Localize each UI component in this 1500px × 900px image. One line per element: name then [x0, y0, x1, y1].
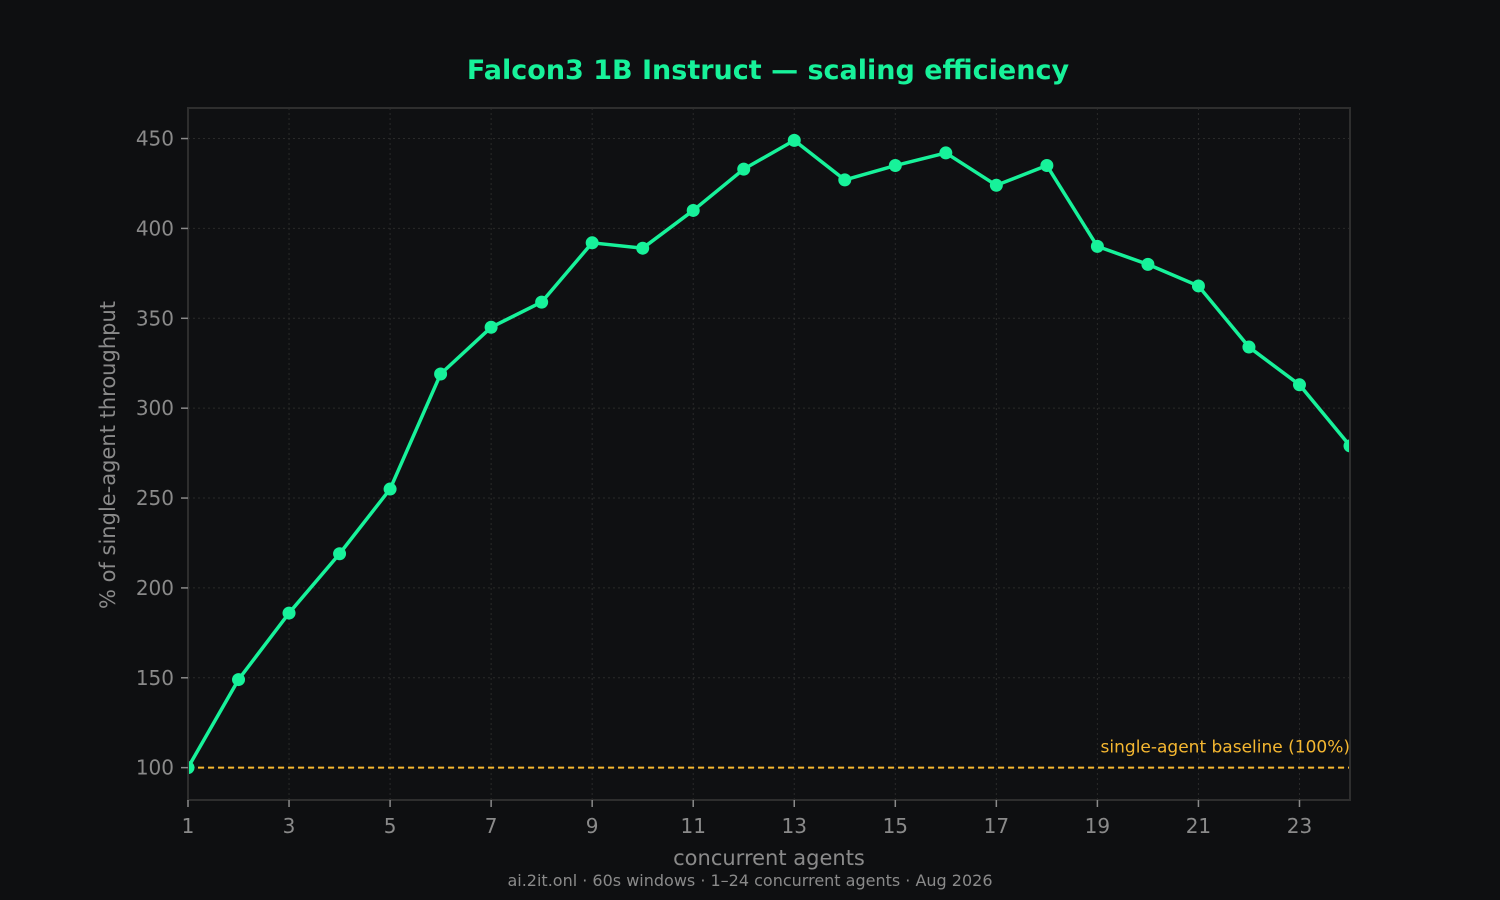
chart-title: Falcon3 1B Instruct — scaling efficiency	[467, 55, 1070, 86]
y-tick-label: 200	[136, 576, 174, 600]
y-tick-label: 350	[136, 306, 174, 330]
y-axis-label: % of single-agent throughput	[96, 301, 120, 609]
plot-frame	[187, 107, 1351, 801]
x-tick-label: 23	[1287, 814, 1312, 838]
data-point	[232, 673, 246, 687]
y-tick-label: 400	[136, 216, 174, 240]
data-point	[484, 320, 498, 334]
data-point	[188, 761, 195, 775]
x-tick-label: 19	[1085, 814, 1110, 838]
y-axis: 100 150 200 250 300 350 400 450	[136, 127, 188, 780]
data-point	[282, 606, 296, 620]
footer-note: ai.2it.onl · 60s windows · 1–24 concurre…	[507, 871, 992, 890]
data-point	[1040, 159, 1054, 173]
x-tick-label: 3	[283, 814, 296, 838]
data-point	[1292, 378, 1306, 392]
data-point	[1141, 257, 1155, 271]
data-point	[585, 236, 599, 250]
data-point	[383, 482, 397, 496]
y-tick-label: 450	[136, 127, 174, 151]
x-tick-label: 7	[485, 814, 498, 838]
x-tick-label: 15	[883, 814, 908, 838]
y-tick-label: 100	[136, 756, 174, 780]
data-point	[989, 178, 1003, 192]
x-tick-label: 1	[182, 814, 195, 838]
baseline-label: single-agent baseline (100%)	[1101, 738, 1350, 758]
data-point	[787, 133, 801, 147]
data-point	[686, 203, 700, 217]
data-point	[333, 547, 347, 561]
plot-area	[188, 108, 1350, 800]
x-axis-label: concurrent agents	[673, 846, 865, 870]
data-point	[636, 241, 650, 255]
grid-lines	[187, 108, 1350, 800]
series-group	[188, 133, 1350, 775]
x-axis: 1 3 5 7 9 11 13 15 17 19 21 23	[182, 800, 1312, 838]
data-point	[939, 146, 953, 160]
data-point	[1191, 279, 1205, 293]
series-line	[188, 138, 1350, 770]
data-point	[1090, 239, 1104, 253]
data-point	[1343, 439, 1350, 453]
x-tick-label: 9	[586, 814, 599, 838]
data-point	[1242, 340, 1256, 354]
x-tick-label: 17	[984, 814, 1009, 838]
x-tick-label: 11	[680, 814, 705, 838]
data-point	[838, 173, 852, 187]
x-tick-label: 13	[782, 814, 807, 838]
data-point	[737, 162, 751, 176]
x-tick-label: 21	[1186, 814, 1211, 838]
x-tick-label: 5	[384, 814, 397, 838]
data-point	[535, 295, 549, 309]
y-tick-label: 300	[136, 396, 174, 420]
y-tick-label: 250	[136, 486, 174, 510]
y-tick-label: 150	[136, 666, 174, 690]
baseline-group: single-agent baseline (100%)	[188, 738, 1350, 769]
data-point	[888, 159, 902, 173]
data-point	[434, 367, 448, 381]
